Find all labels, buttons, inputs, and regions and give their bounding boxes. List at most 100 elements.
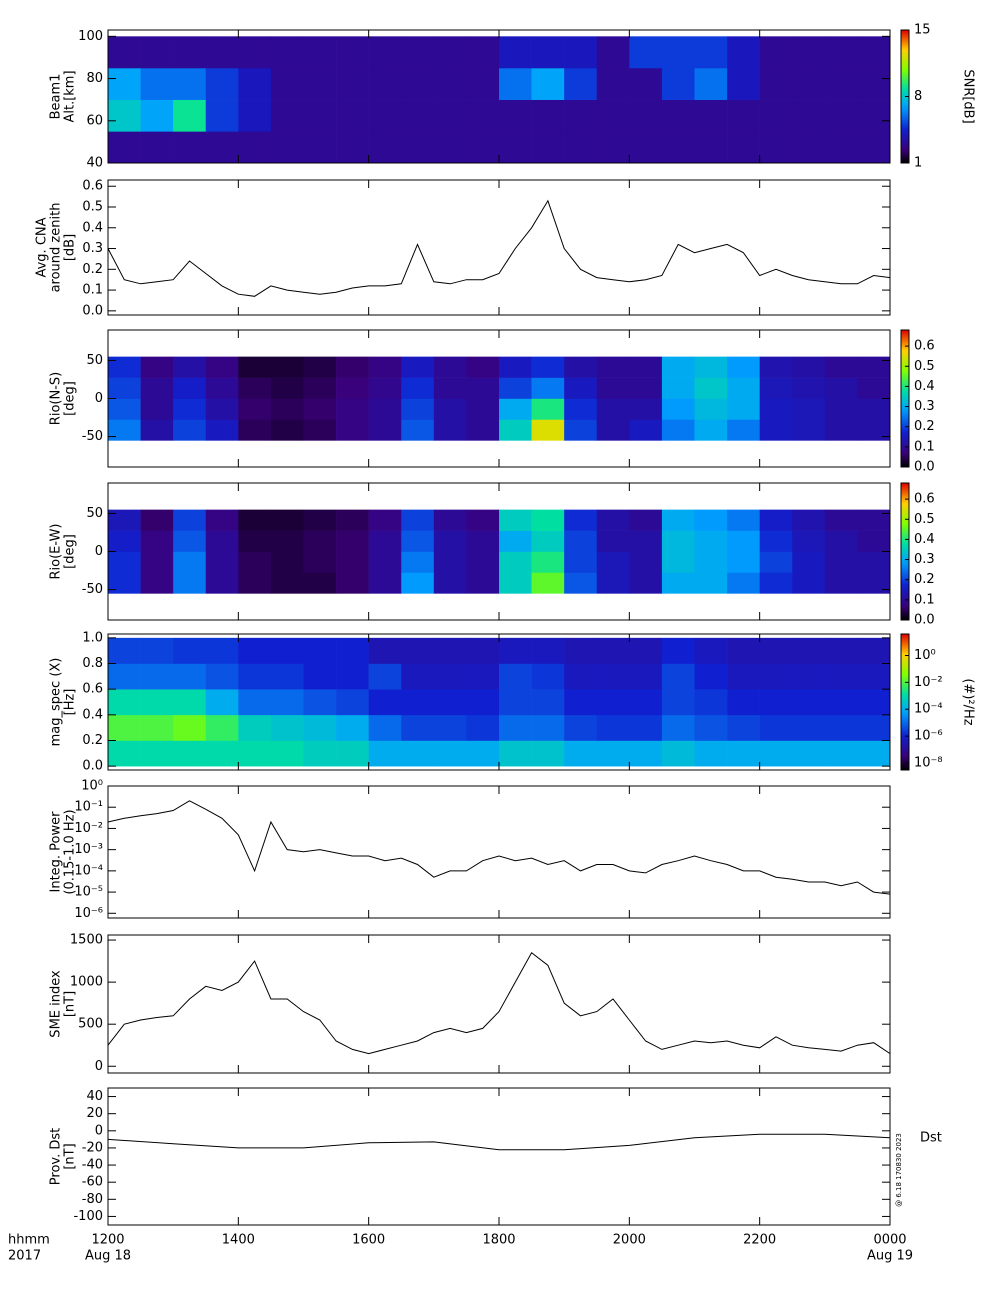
heatmap-cell xyxy=(792,36,826,69)
heatmap-cell xyxy=(336,68,369,100)
heatmap-cell xyxy=(336,530,369,552)
heatmap-cell xyxy=(499,36,532,69)
y-tick-label: 0.4 xyxy=(82,707,103,722)
heatmap-cell xyxy=(173,398,207,420)
heatmap-cell xyxy=(792,689,826,716)
heatmap-cell xyxy=(759,663,793,690)
heatmap-cell xyxy=(108,398,141,420)
heatmap-cell xyxy=(824,36,858,69)
heatmap-cell xyxy=(531,36,565,69)
heatmap-cell xyxy=(303,398,337,420)
heatmap-cell xyxy=(727,36,760,69)
heatmap-cell xyxy=(433,663,467,690)
y-axis-label: around zenith xyxy=(49,203,64,293)
heatmap-cell xyxy=(857,419,891,441)
heatmap-cell xyxy=(238,714,272,741)
heatmap-cell xyxy=(824,740,858,767)
heatmap-cell xyxy=(336,398,369,420)
heatmap-cell xyxy=(401,131,435,164)
heatmap-cell xyxy=(173,637,207,664)
heatmap-cell xyxy=(759,68,793,100)
heatmap-cell xyxy=(694,398,728,420)
heatmap-cell xyxy=(303,356,337,378)
heatmap-cell xyxy=(629,637,663,664)
heatmap-cell xyxy=(238,551,272,573)
heatmap-cell xyxy=(205,530,239,552)
heatmap-cell xyxy=(238,419,272,441)
heatmap-cell xyxy=(661,36,695,69)
heatmap-cell xyxy=(792,356,826,378)
heatmap-cell xyxy=(661,689,695,716)
y-tick-label: 50 xyxy=(86,506,103,521)
heatmap-cell xyxy=(596,419,630,441)
heatmap-cell xyxy=(661,530,695,552)
heatmap-cell xyxy=(596,398,630,420)
plot-frame xyxy=(107,179,891,316)
heatmap-cell xyxy=(466,377,500,399)
heatmap-cell xyxy=(336,419,369,441)
heatmap-cell xyxy=(205,377,239,399)
colorbar-tick-label: 0.6 xyxy=(914,492,935,507)
x-tick-label: 0000 xyxy=(873,1233,906,1248)
heatmap-cell xyxy=(531,663,565,690)
heatmap-cell xyxy=(108,377,141,399)
heatmap-cell xyxy=(401,572,435,594)
heatmap-cell xyxy=(108,689,141,716)
colorbar-tick-label: 10⁻⁴ xyxy=(914,702,943,717)
heatmap-cell xyxy=(792,551,826,573)
heatmap-cell xyxy=(857,714,891,741)
heatmap-cell xyxy=(173,509,207,531)
heatmap-cell xyxy=(824,377,858,399)
heatmap-cell xyxy=(401,551,435,573)
heatmap-cell xyxy=(759,637,793,664)
heatmap-cell xyxy=(173,356,207,378)
heatmap-cell xyxy=(238,572,272,594)
heatmap-cell xyxy=(824,551,858,573)
heatmap-cell xyxy=(694,68,728,100)
heatmap-cell xyxy=(824,398,858,420)
heatmap-cell xyxy=(140,36,174,69)
heatmap-cell xyxy=(759,551,793,573)
heatmap-cell xyxy=(824,689,858,716)
y-tick-label: 0.4 xyxy=(82,220,103,235)
heatmap-cell xyxy=(759,740,793,767)
colorbar-tick-label: 8 xyxy=(914,89,922,104)
heatmap-cell xyxy=(499,689,532,716)
heatmap-cell xyxy=(401,377,435,399)
heatmap-cell xyxy=(629,663,663,690)
heatmap-cell xyxy=(238,689,272,716)
y-axis-label: mag_spec (X) xyxy=(49,658,64,747)
heatmap-cell xyxy=(499,68,532,100)
heatmap-cell xyxy=(531,509,565,531)
heatmap-cell xyxy=(759,689,793,716)
heatmap-cell xyxy=(596,509,630,531)
y-tick-label: -60 xyxy=(82,1175,103,1190)
heatmap-cell xyxy=(140,131,174,164)
heatmap-cell xyxy=(466,637,500,664)
heatmap-cell xyxy=(368,689,402,716)
heatmap-cell xyxy=(792,68,826,100)
heatmap-cell xyxy=(173,740,207,767)
heatmap-cell xyxy=(499,551,532,573)
heatmap-cell xyxy=(596,714,630,741)
heatmap-cell xyxy=(140,663,174,690)
y-tick-label: -80 xyxy=(82,1192,103,1207)
y-axis-label: Rio(E-W) xyxy=(49,524,64,580)
heatmap-cell xyxy=(303,36,337,69)
line xyxy=(107,951,891,1055)
heatmap-cell xyxy=(466,572,500,594)
y-tick-label: 0.6 xyxy=(82,179,103,194)
heatmap-cell xyxy=(499,377,532,399)
y-tick-label: 1000 xyxy=(70,975,103,990)
heatmap-cell xyxy=(564,36,598,69)
heatmap-cell xyxy=(205,68,239,100)
heatmap-cell xyxy=(727,398,760,420)
heatmap-cell xyxy=(336,377,369,399)
heatmap-cell xyxy=(173,99,207,132)
y-tick-label: 40 xyxy=(86,1089,103,1104)
heatmap-cell xyxy=(857,36,891,69)
heatmap-cell xyxy=(694,131,728,164)
heatmap-cell xyxy=(433,68,467,100)
heatmap-cell xyxy=(303,377,337,399)
heatmap-cell xyxy=(857,131,891,164)
